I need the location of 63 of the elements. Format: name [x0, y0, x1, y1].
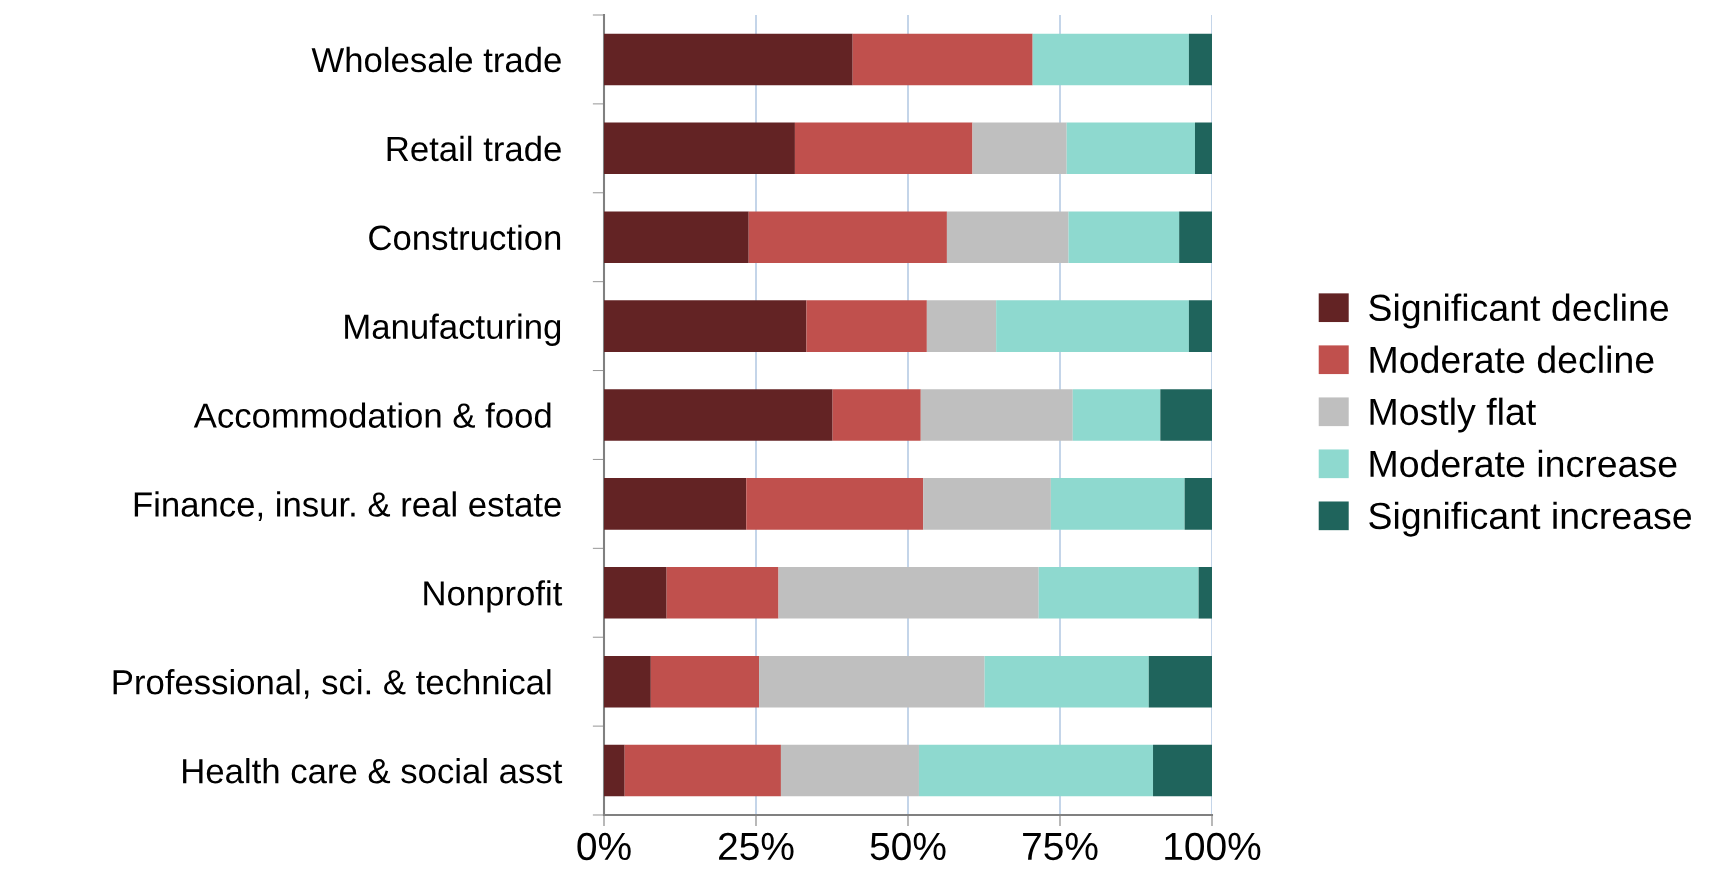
bar [996, 300, 1189, 352]
bar [748, 211, 947, 263]
y-tick-label: Finance, insur. & real estate [134, 491, 561, 521]
bar [778, 567, 1039, 619]
legend-label: Moderate increase [1370, 449, 1677, 478]
bar [1066, 122, 1195, 175]
bar [604, 211, 749, 263]
legend-label: Moderate decline [1370, 345, 1654, 374]
bar [604, 744, 625, 797]
bar [806, 300, 927, 352]
bar [604, 389, 833, 441]
x-tick-label: 75% [1023, 832, 1098, 861]
bar [604, 300, 807, 352]
y-tick-label: Professional, sci. & technical [113, 669, 551, 699]
bar [759, 655, 985, 708]
bar [918, 744, 1154, 797]
y-tick-label: Accommodation & food [193, 402, 551, 428]
y-tick-label: Wholesale trade [311, 46, 561, 73]
legend-label: Significant increase [1369, 501, 1691, 537]
x-tick-label: 100% [1165, 832, 1261, 861]
bar [926, 300, 997, 352]
bar [1038, 567, 1199, 619]
y-tick-label: Construction [369, 224, 561, 251]
bar [1198, 567, 1212, 619]
bar [1188, 300, 1212, 352]
legend-label: Mostly flat [1370, 397, 1536, 433]
x-tick-label: 0% [577, 832, 631, 861]
bar [1050, 478, 1185, 530]
bar [604, 655, 651, 708]
bar [832, 389, 921, 441]
bar [1160, 389, 1212, 441]
y-tick-label: Health care & social asst [183, 757, 563, 784]
bar [1148, 655, 1212, 708]
bar [624, 744, 781, 797]
bar [604, 567, 667, 619]
bar [1184, 478, 1212, 530]
bar [794, 122, 973, 175]
bar [920, 389, 1073, 441]
bar [604, 33, 853, 86]
legend-label: Significant decline [1369, 293, 1669, 329]
x-tick-label: 50% [870, 832, 946, 861]
bar [666, 567, 779, 619]
bar [746, 478, 924, 530]
x-tick-label: 25% [719, 832, 794, 861]
bar [604, 122, 795, 175]
y-tick-label: Retail trade [387, 135, 561, 162]
bar [946, 211, 1069, 263]
bar [1068, 211, 1180, 263]
bar [1188, 33, 1212, 86]
bar [984, 655, 1149, 708]
y-tick-label: Manufacturing [345, 313, 561, 346]
bar [852, 33, 1033, 86]
bar [1072, 389, 1161, 441]
bar [923, 478, 1051, 530]
bar [650, 655, 760, 708]
bar [780, 744, 919, 797]
bar [1194, 122, 1212, 175]
y-tick-label: Nonprofit [424, 580, 563, 613]
bar [1032, 33, 1189, 86]
bar [1179, 211, 1212, 263]
bar [1153, 744, 1212, 797]
bar [604, 478, 747, 530]
bar [972, 122, 1067, 175]
